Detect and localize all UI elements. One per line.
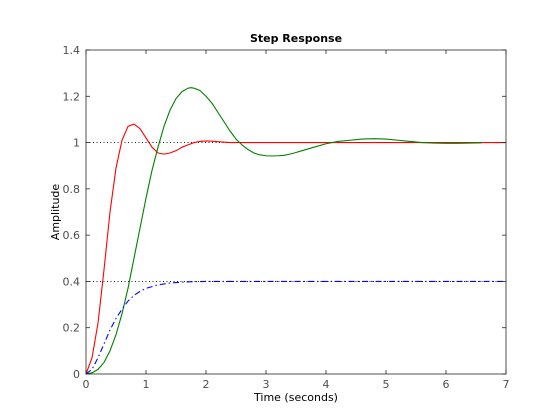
x-tick-label: 0 xyxy=(83,378,90,391)
series-line-3 xyxy=(85,280,506,375)
y-tick-label: 0 xyxy=(73,368,80,381)
x-tick-label: 6 xyxy=(443,378,450,391)
x-tick-label: 5 xyxy=(383,378,390,391)
series-line-1 xyxy=(85,123,506,375)
y-tick-label: 0.2 xyxy=(63,322,81,335)
series-line-2 xyxy=(85,87,483,375)
x-tick-label: 2 xyxy=(203,378,210,391)
x-tick-label: 3 xyxy=(263,378,270,391)
y-tick-label: 0.4 xyxy=(63,275,81,288)
x-axis-ticks: 0 1 2 3 4 5 6 7 xyxy=(83,50,510,391)
chart-title: Step Response xyxy=(250,32,342,45)
y-axis-title: Amplitude xyxy=(49,184,62,241)
x-axis-title: Time (seconds) xyxy=(253,391,338,404)
x-tick-label: 7 xyxy=(503,378,510,391)
series-lines xyxy=(85,87,506,375)
y-tick-label: 0.8 xyxy=(63,183,81,196)
y-tick-label: 1 xyxy=(73,137,80,150)
x-tick-label: 4 xyxy=(323,378,330,391)
y-tick-label: 1.4 xyxy=(63,44,81,57)
x-tick-label: 1 xyxy=(143,378,150,391)
y-tick-label: 0.6 xyxy=(63,229,81,242)
plot-area xyxy=(86,50,506,374)
y-axis-ticks: 0 0.2 0.4 0.6 0.8 1 1.2 1.4 xyxy=(63,44,506,381)
plot-frame xyxy=(85,49,507,375)
y-tick-label: 1.2 xyxy=(63,90,81,103)
